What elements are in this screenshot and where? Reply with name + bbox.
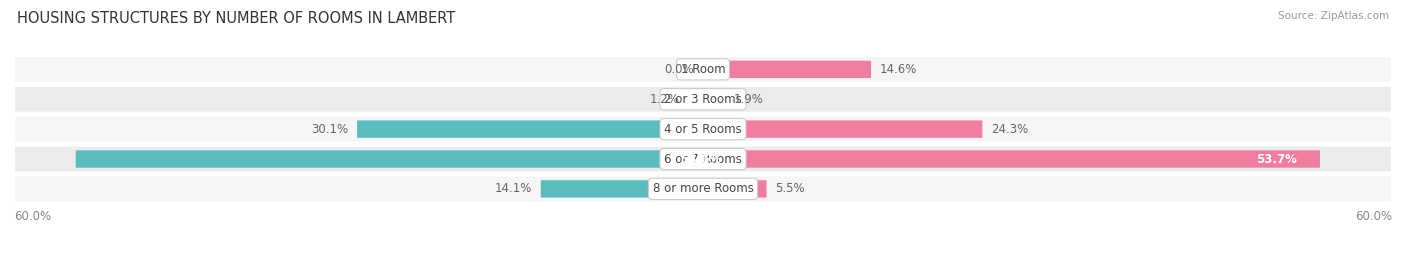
Text: 24.3%: 24.3% bbox=[991, 123, 1028, 136]
FancyBboxPatch shape bbox=[14, 86, 1392, 113]
Legend: Owner-occupied, Renter-occupied: Owner-occupied, Renter-occupied bbox=[572, 266, 834, 269]
Text: 5.5%: 5.5% bbox=[775, 182, 806, 195]
Text: 30.1%: 30.1% bbox=[311, 123, 349, 136]
Text: 14.1%: 14.1% bbox=[495, 182, 531, 195]
FancyBboxPatch shape bbox=[14, 146, 1392, 172]
FancyBboxPatch shape bbox=[14, 175, 1392, 202]
FancyBboxPatch shape bbox=[14, 116, 1392, 143]
Text: 54.6%: 54.6% bbox=[681, 153, 721, 165]
Text: 1.2%: 1.2% bbox=[650, 93, 681, 106]
Text: 53.7%: 53.7% bbox=[1256, 153, 1296, 165]
Text: HOUSING STRUCTURES BY NUMBER OF ROOMS IN LAMBERT: HOUSING STRUCTURES BY NUMBER OF ROOMS IN… bbox=[17, 11, 456, 26]
FancyBboxPatch shape bbox=[703, 180, 766, 197]
FancyBboxPatch shape bbox=[541, 180, 703, 197]
FancyBboxPatch shape bbox=[703, 150, 1320, 168]
Text: 0.0%: 0.0% bbox=[664, 63, 693, 76]
Text: 8 or more Rooms: 8 or more Rooms bbox=[652, 182, 754, 195]
FancyBboxPatch shape bbox=[703, 121, 983, 138]
FancyBboxPatch shape bbox=[689, 91, 703, 108]
Text: 1.9%: 1.9% bbox=[734, 93, 763, 106]
FancyBboxPatch shape bbox=[357, 121, 703, 138]
Text: 4 or 5 Rooms: 4 or 5 Rooms bbox=[664, 123, 742, 136]
FancyBboxPatch shape bbox=[703, 91, 725, 108]
Text: 14.6%: 14.6% bbox=[880, 63, 917, 76]
FancyBboxPatch shape bbox=[76, 150, 703, 168]
Text: 2 or 3 Rooms: 2 or 3 Rooms bbox=[664, 93, 742, 106]
Text: 60.0%: 60.0% bbox=[14, 210, 51, 223]
FancyBboxPatch shape bbox=[703, 61, 870, 78]
Text: 1 Room: 1 Room bbox=[681, 63, 725, 76]
Text: 6 or 7 Rooms: 6 or 7 Rooms bbox=[664, 153, 742, 165]
Text: 60.0%: 60.0% bbox=[1355, 210, 1392, 223]
Text: Source: ZipAtlas.com: Source: ZipAtlas.com bbox=[1278, 11, 1389, 21]
FancyBboxPatch shape bbox=[14, 56, 1392, 83]
